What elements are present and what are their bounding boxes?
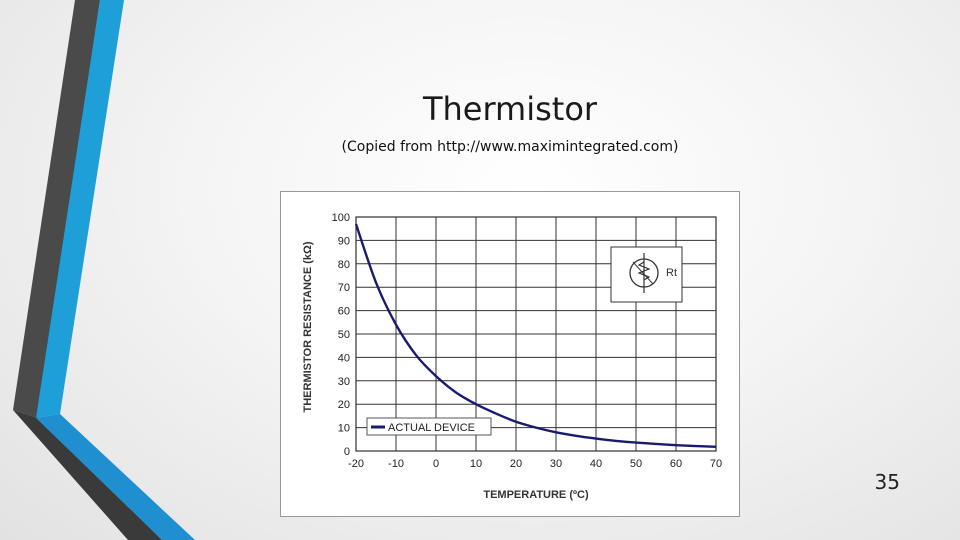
chart-legend: ACTUAL DEVICE [366, 417, 492, 436]
x-tick-label: 50 [630, 458, 642, 470]
y-tick-label: 100 [332, 212, 350, 224]
accent-bar-dark-lower [13, 410, 162, 540]
slide-number: 35 [874, 470, 900, 494]
y-tick-label: 40 [338, 352, 350, 364]
y-tick-label: 90 [338, 235, 350, 247]
x-tick-label: 60 [670, 458, 682, 470]
y-tick-label: 70 [338, 282, 350, 294]
inset-label: Rt [666, 267, 677, 279]
y-tick-label: 50 [338, 329, 350, 341]
x-tick-label: 40 [590, 458, 602, 470]
thermistor-chart: 0 10 20 30 40 50 60 70 80 90 100 -20 -10 0 10 20 30 40 50… [302, 212, 722, 501]
accent-bar-blue-lower [36, 414, 195, 540]
y-tick-label: 30 [338, 376, 350, 388]
chart-figure: 0 10 20 30 40 50 60 70 80 90 100 -20 -10 0 10 20 30 40 50… [280, 191, 740, 517]
x-tick-label: 70 [710, 458, 722, 470]
y-tick-label: 0 [344, 446, 350, 458]
x-tick-labels: -20 -10 0 10 20 30 40 50 60 70 [348, 458, 722, 470]
y-axis-label: THERMISTOR RESISTANCE (kΩ) [302, 241, 314, 412]
y-tick-labels: 0 10 20 30 40 50 60 70 80 90 100 [332, 212, 350, 458]
slide-subtitle: (Copied from http://www.maximintegrated.… [341, 139, 679, 155]
slide-title: Thermistor [422, 90, 598, 128]
legend-entry-actual-device: ACTUAL DEVICE [388, 422, 475, 434]
accent-bar-gray [13, 0, 100, 418]
series-actual-device-line [354, 223, 717, 448]
x-tick-label: 30 [550, 458, 562, 470]
y-tick-label: 60 [338, 306, 350, 318]
x-tick-label: 10 [470, 458, 482, 470]
y-tick-label: 80 [338, 259, 350, 271]
x-axis-label: TEMPERATURE (ºC) [483, 489, 589, 501]
y-tick-label: 10 [338, 423, 350, 435]
x-tick-label: -10 [388, 458, 404, 470]
y-tick-label: 20 [338, 399, 350, 411]
x-tick-label: 0 [433, 458, 439, 470]
x-tick-label: -20 [348, 458, 364, 470]
accent-bar-blue [36, 0, 124, 418]
x-tick-label: 20 [510, 458, 522, 470]
thermistor-symbol-inset: Rt [610, 246, 683, 303]
